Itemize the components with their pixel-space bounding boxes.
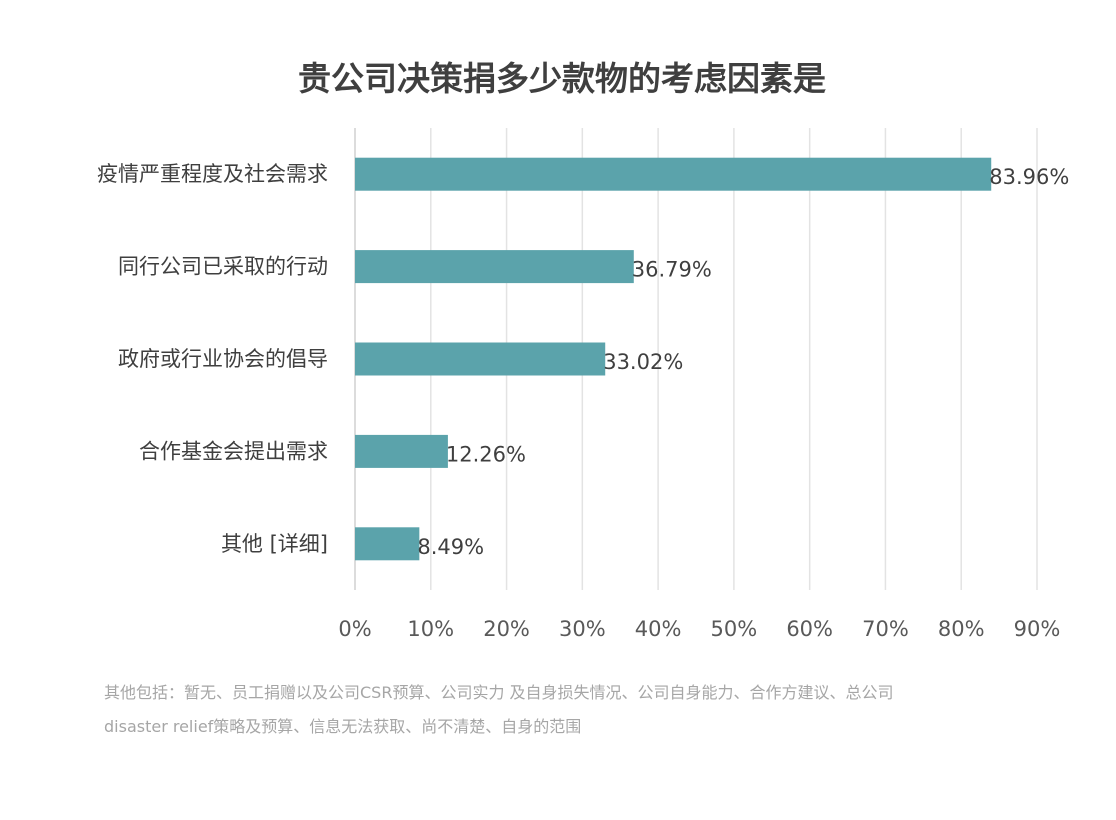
- data-label: 33.02%: [603, 350, 683, 374]
- data-label: 36.79%: [632, 258, 712, 282]
- x-tick-label: 40%: [635, 617, 682, 641]
- x-tick-label: 30%: [559, 617, 606, 641]
- category-labels: 疫情严重程度及社会需求同行公司已采取的行动政府或行业协会的倡导合作基金会提出需求…: [97, 162, 328, 556]
- data-label: 12.26%: [446, 442, 526, 466]
- bar: [355, 250, 634, 284]
- data-labels: 83.96% 36.79% 33.02% 12.26% 8.49%: [417, 165, 1069, 559]
- category-label: 合作基金会提出需求: [139, 439, 328, 463]
- bar: [355, 342, 606, 376]
- bar: [355, 527, 420, 561]
- category-label: 同行公司已采取的行动: [118, 255, 328, 279]
- footnote-line-1: 其他包括：暂无、员工捐赠以及公司CSR预算、公司实力 及自身损失情况、公司自身能…: [104, 683, 894, 702]
- data-label: 8.49%: [417, 535, 484, 559]
- category-label: 政府或行业协会的倡导: [118, 347, 328, 371]
- chart-title: 贵公司决策捐多少款物的考虑因素是: [298, 59, 826, 98]
- x-tick-label: 20%: [483, 617, 530, 641]
- bar: [355, 157, 992, 191]
- category-label: 疫情严重程度及社会需求: [97, 162, 328, 186]
- x-tick-label: 50%: [711, 617, 758, 641]
- x-tick-label: 0%: [338, 617, 371, 641]
- footnote: 其他包括：暂无、员工捐赠以及公司CSR预算、公司实力 及自身损失情况、公司自身能…: [104, 676, 1044, 744]
- x-tick-label: 90%: [1014, 617, 1061, 641]
- footnote-line-2: disaster relief策略及预算、信息无法获取、尚不清楚、自身的范围: [104, 717, 582, 736]
- x-tick-label: 70%: [862, 617, 909, 641]
- x-tick-label: 60%: [786, 617, 833, 641]
- bars: [355, 157, 992, 561]
- category-label: 其他 [详细]: [221, 532, 328, 556]
- x-tick-label: 10%: [407, 617, 454, 641]
- data-label: 83.96%: [989, 165, 1069, 189]
- x-axis-ticks: 0% 10% 20% 30% 40% 50% 60% 70% 80% 90%: [338, 617, 1060, 641]
- x-tick-label: 80%: [938, 617, 985, 641]
- bar: [355, 434, 448, 468]
